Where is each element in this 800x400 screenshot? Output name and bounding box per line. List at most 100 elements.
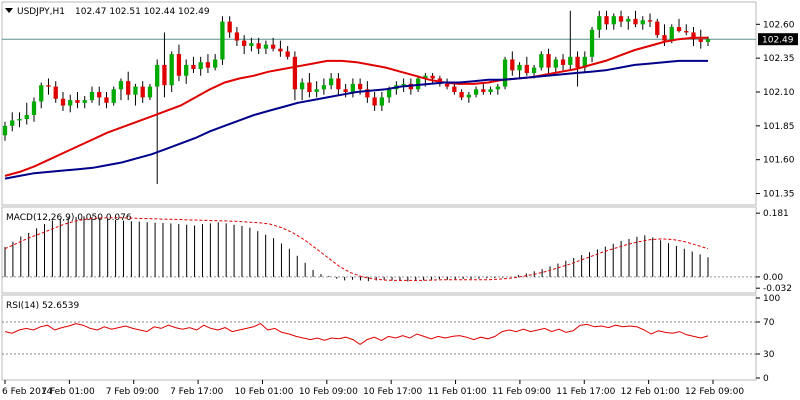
macd-tick-label: 0.00 <box>763 273 783 283</box>
candle-body <box>68 100 73 106</box>
candle-body <box>140 86 145 98</box>
candle-body <box>684 31 689 33</box>
current-price-tag <box>758 33 798 46</box>
candle-body <box>97 91 102 98</box>
candle-body <box>328 78 334 86</box>
candle-body <box>473 89 479 95</box>
price-tick-label: 102.35 <box>763 54 795 64</box>
candle-body <box>17 119 22 121</box>
candle-body <box>357 83 363 90</box>
candle-body <box>299 82 305 90</box>
candle-body <box>524 64 529 74</box>
candle-body <box>546 54 551 68</box>
candle-body <box>365 89 370 98</box>
candle-body <box>46 85 51 87</box>
candle-body <box>560 59 566 65</box>
candle-body <box>604 16 609 25</box>
rsi-tick-label: 100 <box>763 294 780 304</box>
candle-body <box>213 59 218 68</box>
time-tick-label: 10 Feb 01:00 <box>234 387 293 397</box>
candle-body <box>321 85 327 90</box>
rsi-panel-frame <box>1 294 757 381</box>
candle-body <box>539 54 544 68</box>
candle-body <box>662 35 667 41</box>
candle-body <box>176 54 182 76</box>
time-tick-label: 7 Feb 01:00 <box>41 387 95 397</box>
candle-body <box>597 16 602 30</box>
candle-body <box>24 115 29 120</box>
candle-body <box>278 48 283 52</box>
candle-body <box>249 43 254 46</box>
candle-body <box>444 83 450 87</box>
time-tick-label: 11 Feb 17:00 <box>556 387 615 397</box>
candle-body <box>372 97 377 106</box>
candle-body <box>292 56 298 90</box>
rsi-tick-label: 70 <box>763 318 775 328</box>
candle-body <box>39 85 44 102</box>
time-tick-label: 12 Feb 01:00 <box>621 387 680 397</box>
candle-body <box>430 75 435 79</box>
time-tick-label: 7 Feb 17:00 <box>170 387 224 397</box>
candle-body <box>256 43 261 49</box>
candle-body <box>118 81 124 90</box>
current-price-tag-text: 102.49 <box>762 36 794 46</box>
candle-body <box>227 21 232 33</box>
candle-body <box>53 86 58 99</box>
candle-body <box>60 98 66 106</box>
candle-body <box>2 125 8 136</box>
time-tick-label: 10 Feb 09:00 <box>299 387 358 397</box>
time-tick-label: 11 Feb 09:00 <box>492 387 551 397</box>
price-axis: 102.60 102.35 102.10 101.85 101.60 101.35 <box>756 20 795 200</box>
rsi-tick-label: 0 <box>763 374 769 384</box>
candle-body <box>343 89 348 92</box>
price-panel-frame <box>1 1 757 206</box>
macd-histogram <box>4 216 709 282</box>
candle-body <box>234 32 240 41</box>
candle-body <box>31 101 37 116</box>
candle-body <box>401 83 406 86</box>
candle-body <box>452 86 457 92</box>
candle-body <box>481 89 486 92</box>
candle-body <box>169 54 174 86</box>
candle-body <box>698 39 703 42</box>
chart-menu-triangle-icon[interactable] <box>5 8 13 13</box>
candle-body <box>82 100 87 103</box>
candle-body <box>618 16 624 22</box>
rsi-tick-label: 30 <box>763 350 775 360</box>
macd-axis: 0.181 0.00-0.032 <box>756 209 792 294</box>
candle-body <box>350 83 356 92</box>
candle-body <box>676 27 682 32</box>
macd-tick-label: -0.032 <box>763 284 792 294</box>
candle-body <box>633 18 638 25</box>
time-tick-label: 11 Feb 01:00 <box>428 387 487 397</box>
candle-body <box>691 32 696 40</box>
candle-body <box>502 59 508 87</box>
candle-body <box>568 56 573 65</box>
candle-body <box>10 120 15 126</box>
candle-body <box>510 59 515 71</box>
candle-body <box>75 100 80 103</box>
time-tick-label: 7 Feb 09:00 <box>106 387 160 397</box>
candle-body <box>314 89 319 92</box>
candle-body <box>263 44 269 49</box>
macd-label: MACD(12,26,9) 0.050 0.076 <box>6 213 132 223</box>
candle-body <box>205 62 211 68</box>
price-tick-label: 102.10 <box>763 88 795 98</box>
candle-body <box>386 89 392 98</box>
candle-body <box>307 82 312 92</box>
fast-moving-average-line <box>4 36 708 177</box>
candle-body <box>626 18 631 22</box>
candle-body <box>336 78 341 90</box>
rsi-label: RSI(14) 52.6539 <box>6 301 79 311</box>
candle-body <box>488 89 493 92</box>
candle-body <box>705 39 711 42</box>
candle-body <box>575 56 580 68</box>
candle-body <box>379 97 385 106</box>
rsi-level-lines <box>2 321 756 355</box>
chart-ohlc: 102.47 102.51 102.44 102.49 <box>75 7 210 17</box>
candle-body <box>191 64 196 69</box>
candle-body <box>198 62 203 69</box>
candle-body <box>517 64 522 71</box>
